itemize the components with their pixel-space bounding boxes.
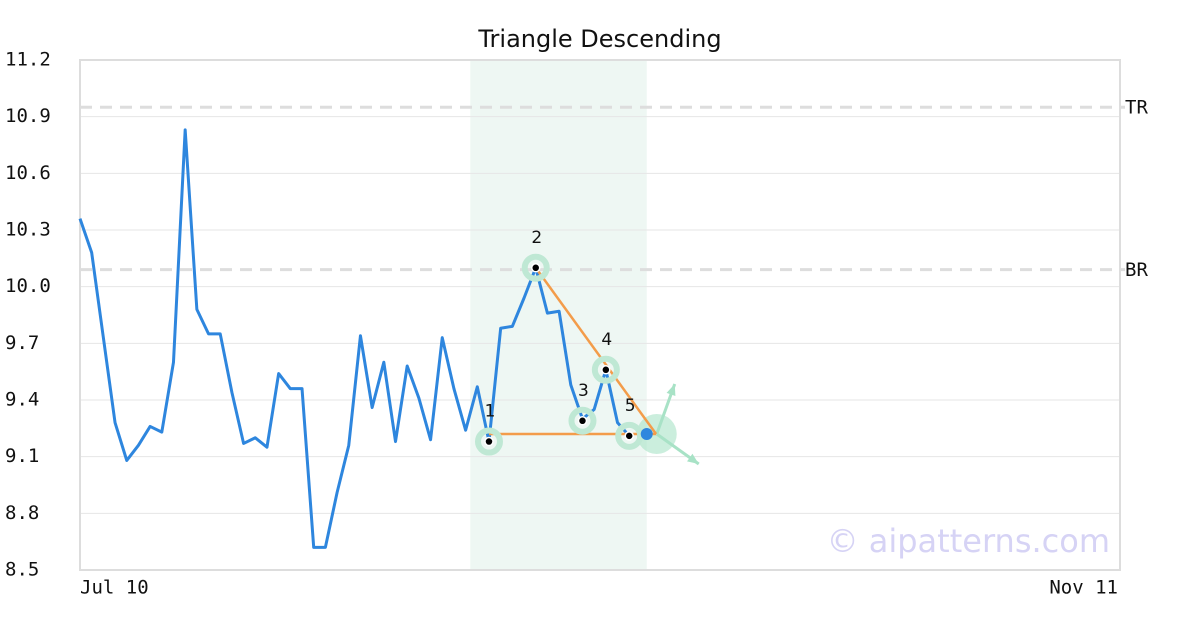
plot-frame	[79, 59, 1121, 571]
breakout-point	[640, 428, 653, 440]
y-tick-label: 10.6	[5, 162, 51, 184]
pattern-point-halo	[615, 421, 644, 450]
pattern-point	[530, 263, 541, 273]
chart-title: Triangle Descending	[477, 25, 721, 53]
pattern-point-halo	[474, 427, 503, 456]
pattern-point-halo	[568, 406, 597, 435]
pattern-point-label: 2	[531, 228, 542, 248]
pattern-line	[534, 267, 658, 435]
pattern-point-label: 4	[601, 330, 612, 350]
breakout-arrowhead	[666, 384, 676, 396]
watermark: © aipatterns.com	[827, 522, 1110, 560]
pattern-point-halo	[521, 253, 550, 282]
price-line	[78, 128, 631, 549]
level-label: TR	[1125, 97, 1148, 119]
breakout-arrowhead	[687, 453, 699, 464]
level-label: BR	[1125, 259, 1148, 281]
y-tick-label: 9.7	[5, 332, 39, 354]
pattern-point	[484, 436, 494, 447]
y-tick-label: 10.3	[5, 219, 51, 241]
y-tick-label: 9.1	[5, 445, 39, 467]
y-tick-label: 9.4	[5, 389, 39, 411]
pattern-point-label: 3	[578, 381, 589, 401]
y-tick-label: 8.8	[5, 502, 39, 524]
y-tick-label: 10.9	[5, 105, 51, 127]
pattern-point-halo	[591, 355, 620, 384]
x-tick-label: Nov 11	[1049, 577, 1118, 599]
pattern-point-label: 1	[485, 402, 496, 422]
y-tick-label: 8.5	[5, 559, 39, 581]
pattern-point-label: 5	[625, 396, 636, 416]
y-tick-label: 10.0	[5, 275, 51, 297]
y-tick-label: 11.2	[5, 49, 51, 71]
pattern-point	[601, 365, 611, 375]
x-tick-label: Jul 10	[80, 577, 149, 599]
pattern-point	[577, 416, 588, 426]
pattern-point	[624, 431, 634, 441]
